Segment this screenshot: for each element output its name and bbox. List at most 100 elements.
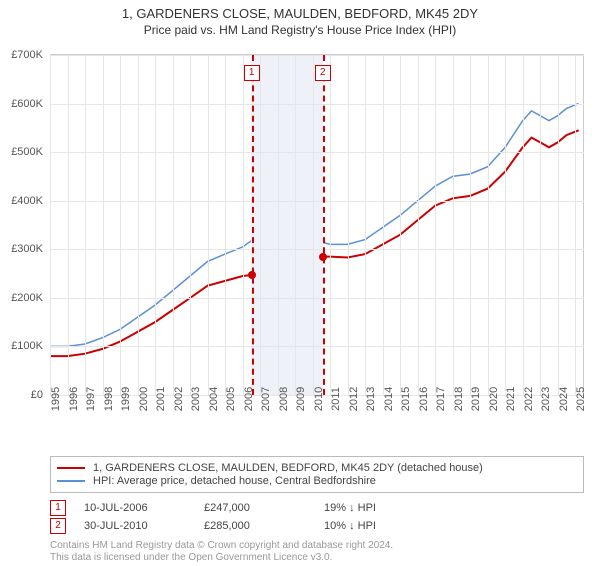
x-axis-label: 2004 <box>208 387 220 411</box>
gridline-vertical <box>138 55 139 395</box>
gridline-vertical <box>435 55 436 395</box>
sale-row: 110-JUL-2006£247,00019% ↓ HPI <box>50 500 584 516</box>
gridline-vertical <box>68 55 69 395</box>
gridline-vertical <box>540 55 541 395</box>
legend-row: 1, GARDENERS CLOSE, MAULDEN, BEDFORD, MK… <box>57 462 577 474</box>
gridline-vertical <box>120 55 121 395</box>
y-axis-label: £500K <box>11 146 43 158</box>
gridline-vertical <box>470 55 471 395</box>
x-axis-label: 2025 <box>575 387 587 411</box>
footer-attribution: Contains HM Land Registry data © Crown c… <box>50 540 393 564</box>
gridline-horizontal <box>50 152 584 153</box>
gridline-vertical <box>225 55 226 395</box>
gridline-vertical <box>400 55 401 395</box>
x-axis-label: 1995 <box>50 387 62 411</box>
gridline-vertical <box>523 55 524 395</box>
x-axis-label: 2005 <box>225 387 237 411</box>
gridline-horizontal <box>50 346 584 347</box>
x-axis-label: 2023 <box>540 387 552 411</box>
gridline-vertical <box>278 55 279 395</box>
gridline-vertical <box>85 55 86 395</box>
sale-cell-price: £247,000 <box>204 502 324 514</box>
x-axis-label: 2007 <box>260 387 272 411</box>
sale-marker-dot <box>319 253 327 261</box>
gridline-vertical <box>155 55 156 395</box>
y-axis-label: £600K <box>11 98 43 110</box>
sale-cell-delta: 10% ↓ HPI <box>324 520 444 532</box>
legend-label: HPI: Average price, detached house, Cent… <box>93 475 376 487</box>
x-axis-label: 2018 <box>453 387 465 411</box>
y-axis-label: £200K <box>11 292 43 304</box>
gridline-vertical <box>190 55 191 395</box>
x-axis-label: 2009 <box>295 387 307 411</box>
gridline-vertical <box>505 55 506 395</box>
x-axis-label: 1996 <box>68 387 80 411</box>
gridline-vertical <box>453 55 454 395</box>
x-axis-label: 1998 <box>103 387 115 411</box>
legend-swatch <box>57 480 85 482</box>
gridline-horizontal <box>50 249 584 250</box>
gridline-vertical <box>50 55 51 395</box>
y-axis-label: £700K <box>11 49 43 61</box>
gridline-vertical <box>418 55 419 395</box>
gridline-vertical <box>208 55 209 395</box>
x-axis-label: 2020 <box>488 387 500 411</box>
footer-line1: Contains HM Land Registry data © Crown c… <box>50 540 393 552</box>
sale-cell-delta: 19% ↓ HPI <box>324 502 444 514</box>
gridline-vertical <box>173 55 174 395</box>
x-axis-label: 2002 <box>173 387 185 411</box>
gridline-vertical <box>488 55 489 395</box>
gridline-horizontal <box>50 298 584 299</box>
sale-number-box: 2 <box>50 518 66 534</box>
x-axis-label: 1999 <box>120 387 132 411</box>
sale-marker-box: 2 <box>315 65 331 81</box>
x-axis-label: 2015 <box>400 387 412 411</box>
gridline-horizontal <box>50 104 584 105</box>
gridline-vertical <box>558 55 559 395</box>
x-axis-label: 2016 <box>418 387 430 411</box>
x-axis-label: 2019 <box>470 387 482 411</box>
x-axis-label: 2022 <box>523 387 535 411</box>
legend-row: HPI: Average price, detached house, Cent… <box>57 475 577 487</box>
x-axis-label: 2024 <box>558 387 570 411</box>
sale-marker-line <box>323 55 325 395</box>
gridline-vertical <box>383 55 384 395</box>
sale-marker-line <box>252 55 254 395</box>
chart-titles: 1, GARDENERS CLOSE, MAULDEN, BEDFORD, MK… <box>0 6 600 37</box>
gridline-vertical <box>243 55 244 395</box>
chart-area: £0£100K£200K£300K£400K£500K£600K£700K199… <box>50 54 584 424</box>
sale-marker-box: 1 <box>244 65 260 81</box>
gridline-vertical <box>365 55 366 395</box>
x-axis-label: 2001 <box>155 387 167 411</box>
x-axis-label: 2017 <box>435 387 447 411</box>
legend-box: 1, GARDENERS CLOSE, MAULDEN, BEDFORD, MK… <box>50 456 584 493</box>
y-axis-label: £300K <box>11 243 43 255</box>
gridline-vertical <box>103 55 104 395</box>
x-axis-label: 2014 <box>383 387 395 411</box>
footer-line2: This data is licensed under the Open Gov… <box>50 552 393 564</box>
gridline-vertical <box>313 55 314 395</box>
plot-area: £0£100K£200K£300K£400K£500K£600K£700K199… <box>50 54 584 394</box>
sale-row: 230-JUL-2010£285,00010% ↓ HPI <box>50 518 584 534</box>
gridline-vertical <box>330 55 331 395</box>
x-axis-label: 2021 <box>505 387 517 411</box>
x-axis-label: 2008 <box>278 387 290 411</box>
gridline-vertical <box>348 55 349 395</box>
sale-marker-dot <box>248 271 256 279</box>
gridline-horizontal <box>50 201 584 202</box>
sale-number-box: 1 <box>50 500 66 516</box>
sale-cell-date: 30-JUL-2010 <box>84 520 204 532</box>
x-axis-label: 2012 <box>348 387 360 411</box>
legend-swatch <box>57 467 85 469</box>
y-axis-label: £100K <box>11 340 43 352</box>
sales-table: 110-JUL-2006£247,00019% ↓ HPI230-JUL-201… <box>50 498 584 536</box>
legend-label: 1, GARDENERS CLOSE, MAULDEN, BEDFORD, MK… <box>93 462 483 474</box>
gridline-horizontal <box>50 55 584 56</box>
title-subtitle: Price paid vs. HM Land Registry's House … <box>0 23 600 37</box>
title-address: 1, GARDENERS CLOSE, MAULDEN, BEDFORD, MK… <box>0 6 600 21</box>
x-axis-label: 2003 <box>190 387 202 411</box>
gridline-vertical <box>260 55 261 395</box>
gridline-vertical <box>295 55 296 395</box>
gridline-vertical <box>575 55 576 395</box>
y-axis-label: £0 <box>31 389 43 401</box>
